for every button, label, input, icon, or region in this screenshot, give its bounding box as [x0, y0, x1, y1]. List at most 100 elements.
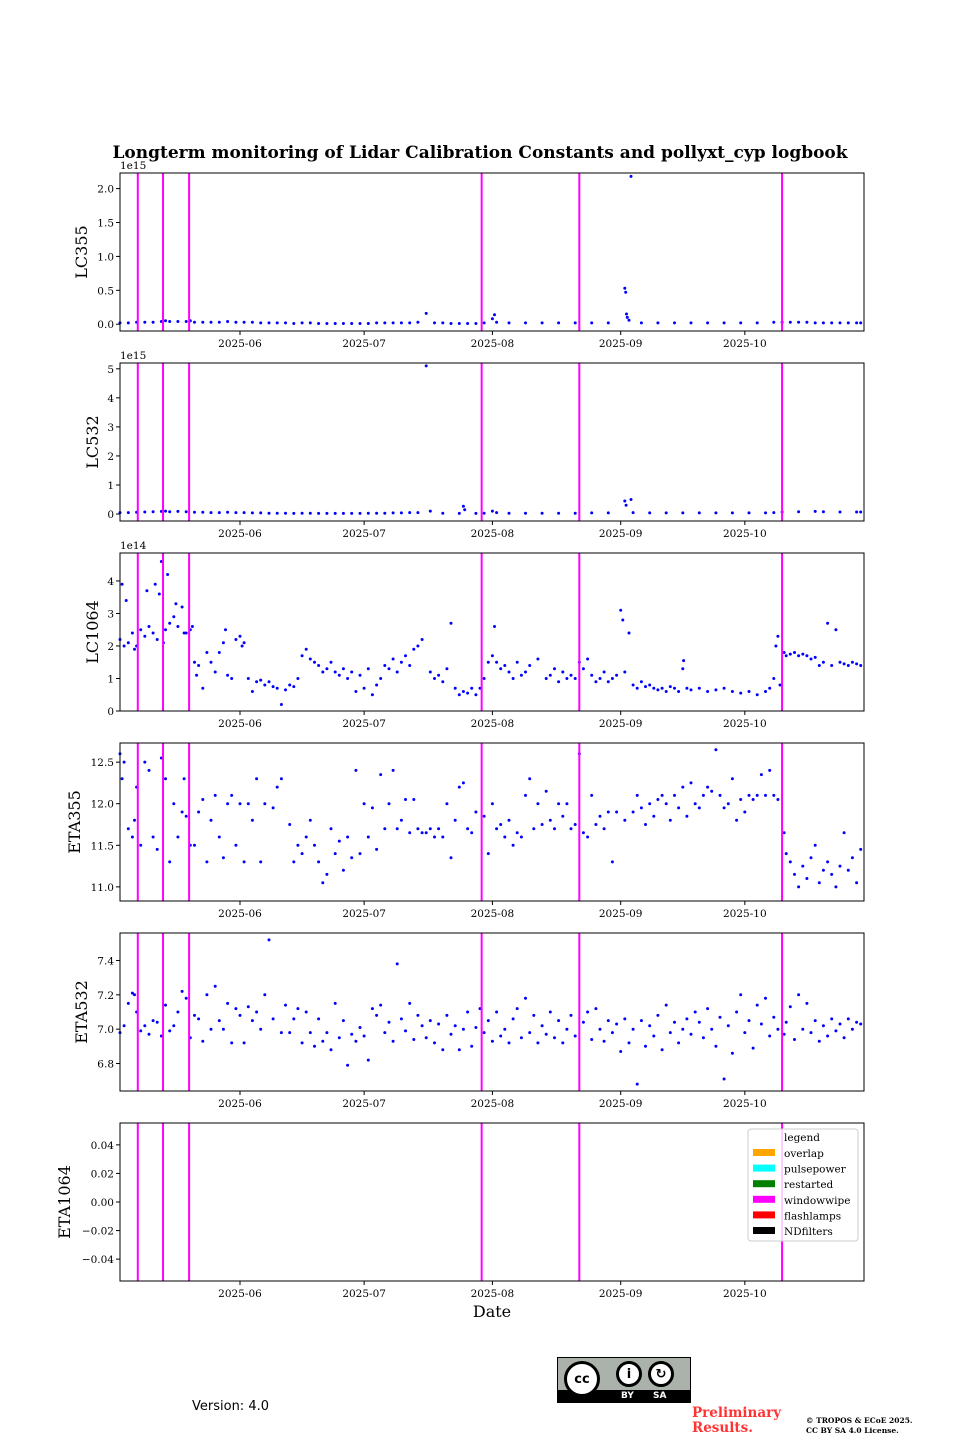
legend-title: legend: [784, 1132, 820, 1144]
data-point: [350, 322, 354, 325]
data-point: [747, 690, 751, 693]
data-point: [682, 659, 686, 663]
data-point: [706, 785, 710, 789]
data-point: [490, 802, 494, 806]
data-point: [625, 312, 628, 316]
y-tick-label: 11.0: [91, 882, 114, 894]
data-point: [689, 1032, 693, 1036]
x-tick-label: 2025-09: [599, 908, 643, 920]
data-point: [404, 798, 407, 801]
data-point: [267, 938, 271, 942]
data-point: [813, 843, 817, 847]
data-point: [482, 814, 486, 818]
data-point: [594, 823, 598, 826]
data-point: [151, 320, 155, 324]
data-point: [573, 321, 577, 325]
data-point: [346, 835, 350, 839]
x-tick-label: 2025-07: [342, 528, 386, 540]
version-label: Version: 4.0: [192, 1399, 269, 1414]
data-point: [379, 773, 383, 777]
data-point: [598, 1027, 602, 1031]
data-point: [817, 1039, 821, 1043]
data-point: [768, 768, 772, 772]
data-point: [830, 321, 834, 325]
data-point: [540, 1024, 544, 1028]
data-point: [329, 1048, 333, 1052]
data-point: [457, 322, 461, 325]
data-point: [151, 510, 155, 514]
data-point: [172, 615, 176, 619]
data-point: [263, 683, 267, 687]
data-point: [772, 320, 776, 324]
data-point: [133, 993, 136, 997]
data-point: [375, 847, 379, 851]
data-point: [201, 686, 205, 690]
data-point: [143, 634, 147, 638]
data-point: [350, 511, 354, 515]
data-point: [536, 1041, 540, 1045]
data-point: [230, 793, 234, 797]
data-point: [830, 664, 834, 667]
data-point: [375, 321, 379, 325]
data-point: [412, 1038, 416, 1041]
data-point: [689, 321, 693, 325]
y-tick-label: 0.0: [97, 319, 114, 331]
data-point: [391, 768, 395, 772]
data-point: [813, 509, 817, 513]
data-point: [846, 321, 850, 325]
data-point: [714, 688, 718, 692]
data-point: [664, 802, 668, 806]
data-point: [147, 768, 151, 772]
data-point: [279, 703, 283, 706]
data-point: [449, 621, 453, 625]
y-tick-label: 1.0: [97, 251, 114, 263]
data-point: [193, 510, 196, 514]
data-point: [768, 1034, 772, 1038]
sa-label: SA: [653, 1391, 667, 1401]
data-point: [350, 856, 354, 860]
data-point: [184, 510, 188, 514]
legend-swatch-overlap: [753, 1149, 775, 1156]
cc-icon: cc: [564, 1361, 600, 1397]
data-point: [300, 511, 304, 515]
data-point: [341, 322, 345, 325]
data-point: [193, 660, 196, 664]
data-point: [681, 1027, 685, 1031]
data-point: [838, 660, 842, 664]
data-point: [226, 320, 230, 323]
data-point: [557, 321, 561, 325]
data-point: [133, 647, 136, 651]
data-point: [602, 670, 606, 674]
data-point: [209, 818, 213, 822]
legend-swatch-flashlamps: [753, 1211, 775, 1219]
y-tick-label: 4: [107, 576, 114, 588]
data-point: [581, 1020, 585, 1024]
data-point: [174, 602, 178, 606]
data-point: [834, 628, 838, 632]
data-point: [296, 843, 300, 847]
data-point: [557, 1019, 561, 1023]
data-point: [755, 693, 759, 697]
copyright-notice: © TROPOS & ECoE 2025. CC BY SA 4.0 Licen…: [806, 1416, 913, 1436]
data-point: [503, 1027, 507, 1031]
data-point: [329, 827, 333, 831]
y-tick-label: 2.0: [97, 184, 114, 196]
data-point: [544, 677, 548, 680]
data-point: [532, 827, 536, 831]
data-point: [511, 843, 515, 847]
x-tick-label: 2025-09: [599, 528, 643, 540]
data-point: [557, 511, 561, 515]
data-point: [182, 631, 186, 635]
data-point: [774, 644, 778, 648]
x-tick-label: 2025-09: [599, 718, 643, 730]
data-point: [279, 1031, 283, 1035]
data-point: [793, 1038, 796, 1041]
data-point: [300, 1041, 304, 1045]
data-point: [383, 827, 387, 831]
x-tick-label: 2025-06: [218, 1098, 262, 1110]
data-point: [346, 1063, 350, 1067]
data-point: [267, 511, 271, 515]
y-tick-label: 12.5: [91, 757, 114, 769]
x-tick-label: 2025-08: [471, 528, 515, 540]
data-point: [788, 320, 792, 324]
